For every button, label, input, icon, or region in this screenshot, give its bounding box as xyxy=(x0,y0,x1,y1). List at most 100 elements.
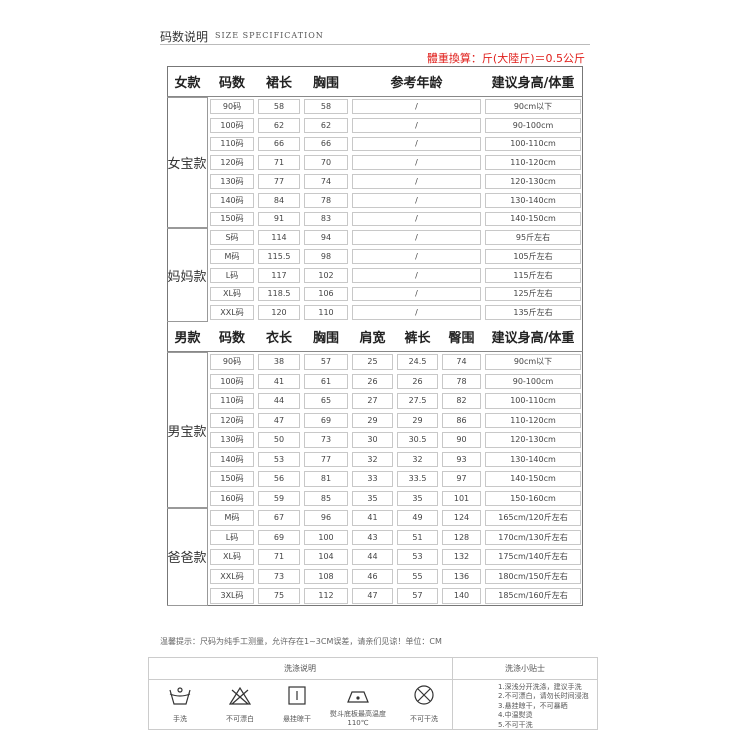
table-cell: 170cm/130斤左右 xyxy=(483,528,583,548)
table-cell: 33.5 xyxy=(395,469,440,489)
cell-box: 97 xyxy=(442,471,481,487)
cell-box: 175cm/140斤左右 xyxy=(485,549,581,565)
cell-box: / xyxy=(352,267,481,283)
cell-box: 71 xyxy=(258,549,300,565)
table-cell: 41 xyxy=(256,372,302,392)
size-table-frame xyxy=(167,66,583,606)
cell-box: 69 xyxy=(304,412,348,428)
cell-box: 128 xyxy=(442,529,481,545)
column-header: 码数 xyxy=(208,322,256,352)
table-cell: 110-120cm xyxy=(483,411,583,431)
column-header: 肩宽 xyxy=(350,322,395,352)
table-cell: 101 xyxy=(440,489,483,509)
table-cell: 90cm以下 xyxy=(483,97,583,116)
cell-box: 66 xyxy=(258,136,300,152)
table-cell: 100码 xyxy=(208,372,256,392)
table-cell: 57 xyxy=(302,352,350,372)
table-cell: 150码 xyxy=(208,469,256,489)
cell-box: 30.5 xyxy=(397,432,438,448)
cell-box: 124 xyxy=(442,510,481,526)
cell-box: 104 xyxy=(304,549,348,565)
table-cell: 110码 xyxy=(208,391,256,411)
cell-box: 160码 xyxy=(210,490,254,506)
table-cell: 130-140cm xyxy=(483,450,583,470)
cell-box: / xyxy=(352,136,481,152)
weight-note: 體重換算：斤(大陸斤)＝0.5公斤 xyxy=(426,52,585,65)
table-cell: 35 xyxy=(395,489,440,509)
table-cell: 94 xyxy=(302,228,350,247)
table-cell: 30 xyxy=(350,430,395,450)
table-cell: / xyxy=(350,135,483,154)
table-cell: 86 xyxy=(440,411,483,431)
cell-box: 41 xyxy=(258,373,300,389)
table-cell: 81 xyxy=(302,469,350,489)
cell-box: XXL码 xyxy=(210,568,254,584)
table-cell: 71 xyxy=(256,153,302,172)
table-cell: 125斤左右 xyxy=(483,285,583,304)
cell-box: 27.5 xyxy=(397,393,438,409)
table-cell: XL码 xyxy=(208,547,256,567)
cell-box: 65 xyxy=(304,393,348,409)
cell-box: 180cm/150斤左右 xyxy=(485,568,581,584)
table-cell: L码 xyxy=(208,266,256,285)
care-tip: 1.深浅分开洗涤，建议手洗 xyxy=(498,682,582,691)
table-cell: / xyxy=(350,228,483,247)
cell-box: 100-110cm xyxy=(485,393,581,409)
cell-box: 71 xyxy=(258,155,300,170)
table-cell: 120 xyxy=(256,303,302,322)
table-cell: 140码 xyxy=(208,450,256,470)
table-cell: M码 xyxy=(208,508,256,528)
care-header: 洗涤说明 xyxy=(284,663,316,673)
cell-box: 125斤左右 xyxy=(485,286,581,302)
table-cell: 29 xyxy=(350,411,395,431)
cell-box: 90码 xyxy=(210,99,254,114)
table-cell: 35 xyxy=(350,489,395,509)
cell-box: 100码 xyxy=(210,117,254,133)
cell-box: 140 xyxy=(442,588,481,604)
cell-box: XXL码 xyxy=(210,305,254,320)
table-cell: 73 xyxy=(256,567,302,587)
cell-box: 25 xyxy=(352,354,393,370)
title: 码数说明 xyxy=(160,30,209,44)
table-cell: / xyxy=(350,285,483,304)
cell-box: 117 xyxy=(258,267,300,283)
table-cell: / xyxy=(350,191,483,210)
table-cell: 128 xyxy=(440,528,483,548)
table-cell: 69 xyxy=(302,411,350,431)
divider xyxy=(160,44,590,45)
care-line xyxy=(452,657,453,730)
cell-box: 130码 xyxy=(210,432,254,448)
care-header: 洗涤小贴士 xyxy=(505,663,545,673)
cell-box: M码 xyxy=(210,510,254,526)
table-cell: 135斤左右 xyxy=(483,303,583,322)
cell-box: 62 xyxy=(258,117,300,133)
cell-box: 170cm/130斤左右 xyxy=(485,529,581,545)
notice: 温馨提示：尺码为纯手工测量，允许存在1~3CM误差，请亲们见谅！单位：CM xyxy=(160,637,442,646)
cell-box: 86 xyxy=(442,412,481,428)
table-cell: 67 xyxy=(256,508,302,528)
cell-box: / xyxy=(352,286,481,302)
table-cell: 112 xyxy=(302,586,350,606)
column-header: 建议身高/体重 xyxy=(483,322,583,352)
cell-box: 106 xyxy=(304,286,348,302)
table-cell: 180cm/150斤左右 xyxy=(483,567,583,587)
table-cell: 120码 xyxy=(208,411,256,431)
cell-box: / xyxy=(352,230,481,245)
table-cell: 50 xyxy=(256,430,302,450)
table-cell: / xyxy=(350,247,483,266)
table-cell: 140 xyxy=(440,586,483,606)
table-cell: 78 xyxy=(440,372,483,392)
table-cell: 102 xyxy=(302,266,350,285)
table-cell: 100 xyxy=(302,528,350,548)
table-cell: 82 xyxy=(440,391,483,411)
cell-box: 83 xyxy=(304,211,348,227)
cell-box: 47 xyxy=(258,412,300,428)
cell-box: 85 xyxy=(304,490,348,506)
table-cell: 53 xyxy=(256,450,302,470)
table-cell: 47 xyxy=(350,586,395,606)
cell-box: 70 xyxy=(304,155,348,170)
table-cell: 100码 xyxy=(208,116,256,135)
cell-box: 110-120cm xyxy=(485,155,581,170)
cell-box: 140码 xyxy=(210,192,254,208)
table-cell: 120-130cm xyxy=(483,430,583,450)
